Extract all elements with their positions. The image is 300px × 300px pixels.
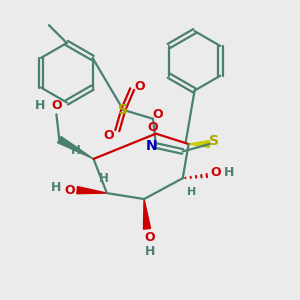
Text: O: O bbox=[145, 231, 155, 244]
Text: O: O bbox=[51, 99, 62, 112]
Text: O: O bbox=[210, 166, 221, 179]
Text: H: H bbox=[145, 244, 155, 258]
Text: H: H bbox=[71, 143, 81, 157]
Text: N: N bbox=[146, 139, 157, 152]
Text: H: H bbox=[187, 187, 196, 196]
Polygon shape bbox=[189, 140, 209, 148]
Text: H: H bbox=[35, 99, 45, 112]
Text: H: H bbox=[51, 181, 62, 194]
Text: H: H bbox=[99, 172, 109, 185]
Text: S: S bbox=[209, 134, 219, 148]
Text: O: O bbox=[148, 121, 158, 134]
Text: H: H bbox=[224, 166, 234, 179]
Polygon shape bbox=[77, 187, 107, 194]
Text: O: O bbox=[134, 80, 145, 93]
Text: O: O bbox=[103, 129, 114, 142]
Text: O: O bbox=[64, 184, 75, 196]
Text: O: O bbox=[152, 108, 163, 121]
Polygon shape bbox=[143, 199, 151, 229]
Polygon shape bbox=[58, 136, 94, 159]
Text: S: S bbox=[118, 103, 128, 117]
